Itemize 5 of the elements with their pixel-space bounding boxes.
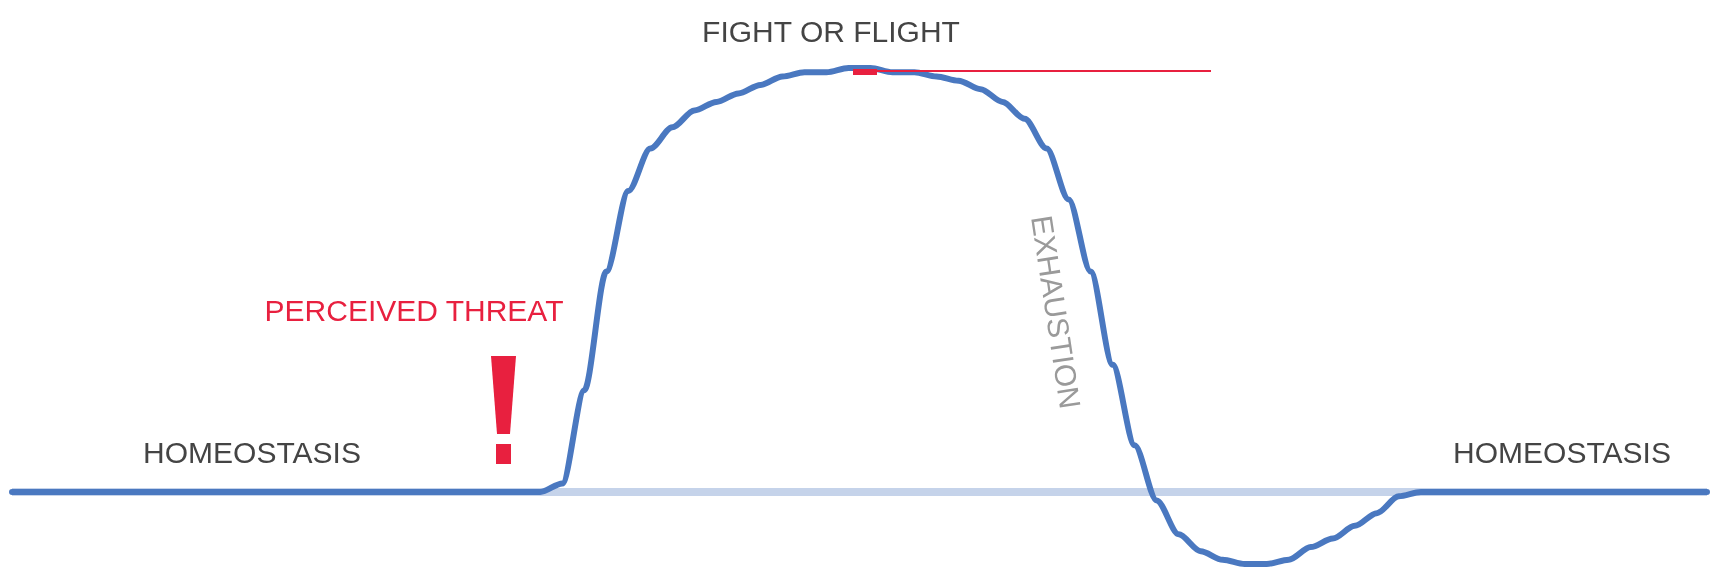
- text: FIGHT OR FLIGHT: [702, 14, 960, 48]
- annotation: HOMEOSTASIS: [143, 435, 361, 469]
- annotation: EXHAUSTION: [1025, 213, 1087, 411]
- annotation: PERCEIVED THREAT: [264, 293, 564, 327]
- annotation: HOMEOSTASIS: [1453, 435, 1671, 469]
